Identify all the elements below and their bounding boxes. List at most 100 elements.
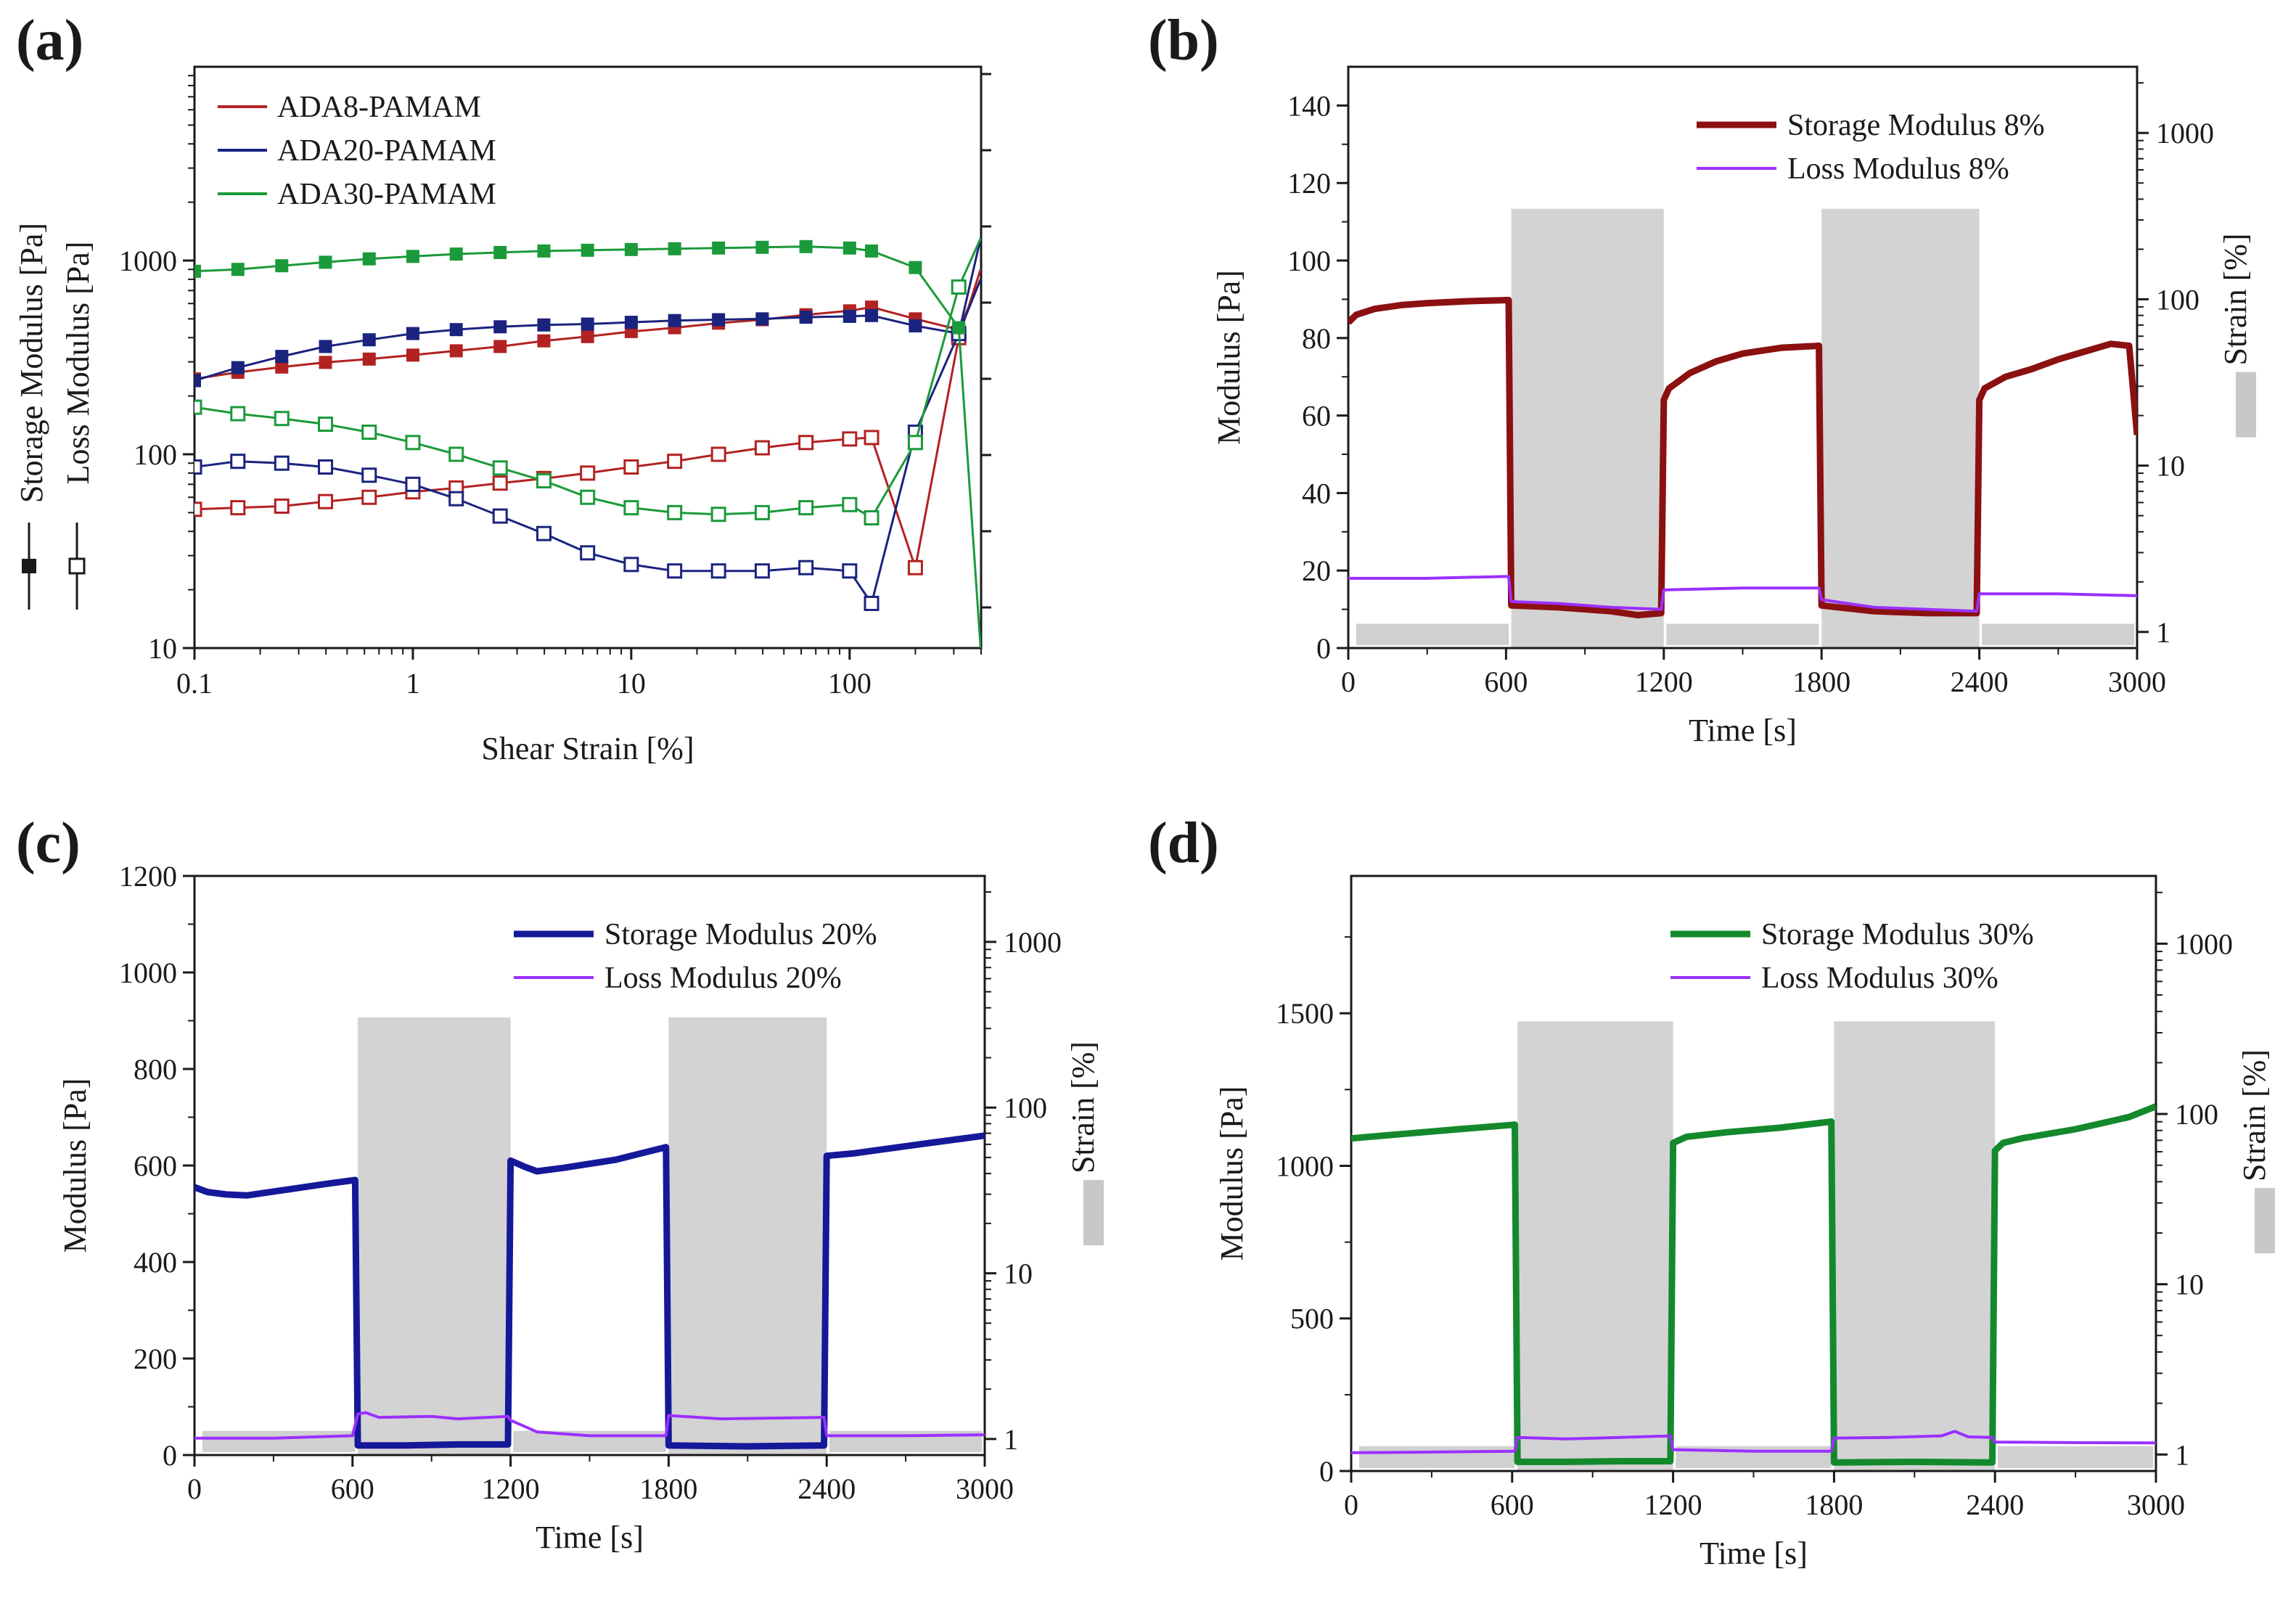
y-tick-label: 600: [134, 1150, 177, 1182]
data-point: [449, 323, 463, 337]
y-tick-label: 1000: [119, 245, 177, 277]
data-point: [318, 493, 334, 509]
data-point: [580, 465, 596, 481]
x-tick-label: 100: [828, 667, 872, 700]
panel-label-d: (d): [1148, 811, 1219, 875]
y2-tick-label: 1000: [1004, 926, 1062, 959]
y-tick-label: 800: [134, 1053, 177, 1086]
data-point: [623, 500, 639, 516]
data-point: [492, 475, 508, 491]
x-tick-label: 0: [1344, 1488, 1358, 1521]
data-point: [406, 327, 419, 340]
data-point: [492, 460, 508, 476]
legend-label: Storage Modulus 20%: [604, 918, 877, 951]
data-point: [864, 430, 880, 446]
x-tick-label: 0: [187, 1472, 202, 1505]
panel-a: (a) 0.1 1 10 100 10 100 1000 Shear Strain [%] Sto…: [14, 9, 991, 766]
panel-d: (d) 0 600 1200 1800 2400 3000 0 500 1000 1500 1 10 10…: [1148, 811, 2275, 1571]
x-tick-label: 3000: [956, 1472, 1014, 1505]
x-tick-label: 10: [617, 667, 646, 700]
y-axis-title: Modulus [Pa]: [57, 1078, 93, 1253]
y-tick-label: 120: [1287, 167, 1331, 200]
data-point: [537, 334, 551, 348]
data-point: [668, 242, 681, 255]
y-tick-label: 40: [1302, 477, 1331, 509]
data-point: [842, 563, 858, 579]
y2-axis-title: Strain [%]: [1065, 1041, 1101, 1173]
data-point: [710, 563, 726, 579]
data-point: [319, 356, 332, 369]
data-point: [406, 348, 419, 362]
data-point: [907, 435, 923, 451]
strain-legend-swatch: [2255, 1188, 2275, 1253]
x-tick-label: 1800: [1792, 665, 1850, 698]
data-point: [361, 467, 377, 483]
x-tick-label: 2400: [1951, 665, 2009, 698]
strain-baseline-bar: [1982, 623, 2135, 645]
data-point: [624, 316, 638, 329]
strain-baseline-bar: [513, 1430, 666, 1452]
y-tick-label: 200: [134, 1343, 177, 1375]
y-tick-label: 140: [1287, 89, 1331, 122]
y-tick-label: 60: [1302, 400, 1331, 433]
data-point: [194, 459, 202, 475]
panel-label-a: (a): [16, 9, 83, 73]
data-point: [537, 244, 551, 258]
series-group: [194, 1132, 985, 1450]
legend-label: Loss Modulus 8%: [1787, 152, 2009, 186]
y2-tick-label: 1000: [2156, 117, 2214, 149]
y-tick-label: 1200: [119, 860, 177, 893]
data-point: [448, 446, 464, 462]
x-tick-label: 600: [331, 1472, 374, 1505]
series-group: [1351, 1103, 2156, 1466]
data-point: [536, 525, 552, 541]
data-point: [952, 321, 966, 335]
y-tick-label: 0: [1319, 1455, 1334, 1488]
data-point: [907, 560, 923, 575]
data-point: [449, 344, 463, 358]
y-tick-label: 10: [148, 632, 177, 665]
data-point: [536, 472, 552, 488]
strain-baseline-bar: [202, 1430, 356, 1452]
panel-b: (b) 0 600 1200 1800 2400 3000 0 20 40 60 80 100 120 14…: [1148, 9, 2256, 748]
data-point: [667, 563, 683, 579]
data-point: [581, 317, 594, 331]
x-tick-label: 3000: [2108, 665, 2166, 698]
x-tick-label: 1200: [482, 1472, 540, 1505]
data-point: [448, 491, 464, 507]
data-point: [318, 417, 334, 433]
data-point: [710, 507, 726, 523]
data-point: [230, 406, 246, 422]
data-point: [798, 500, 814, 516]
series-line-ada8-pamam-loss: [194, 269, 981, 573]
data-point: [274, 455, 290, 471]
data-point: [667, 504, 683, 520]
x-tick-label: 2400: [1966, 1488, 2024, 1521]
data-point: [842, 309, 856, 323]
data-point: [319, 255, 332, 269]
data-point: [799, 239, 813, 253]
y-tick-label: 80: [1302, 322, 1331, 355]
data-point: [668, 314, 681, 327]
data-point: [361, 425, 377, 441]
data-point: [864, 595, 880, 611]
storage-modulus-line: [194, 1132, 985, 1450]
data-point: [667, 454, 683, 470]
y2-tick-label: 100: [2156, 283, 2199, 316]
x-tick-label: 0: [1341, 665, 1356, 698]
x-tick-label: 1800: [1805, 1488, 1863, 1521]
storage-modulus-line: [1348, 297, 2137, 619]
data-point: [755, 312, 769, 326]
data-point: [361, 489, 377, 505]
data-point: [865, 308, 879, 322]
strain-baseline-bar: [1356, 623, 1509, 645]
data-point: [194, 501, 202, 517]
y-tick-label: 100: [134, 438, 177, 471]
x-tick-label: 2400: [798, 1472, 856, 1505]
x-tick-label: 1200: [1644, 1488, 1702, 1521]
y-tick-label: 1500: [1276, 997, 1334, 1030]
legend-label: Loss Modulus 30%: [1761, 962, 1998, 995]
series-group: [1348, 297, 2137, 619]
data-point: [581, 329, 594, 343]
